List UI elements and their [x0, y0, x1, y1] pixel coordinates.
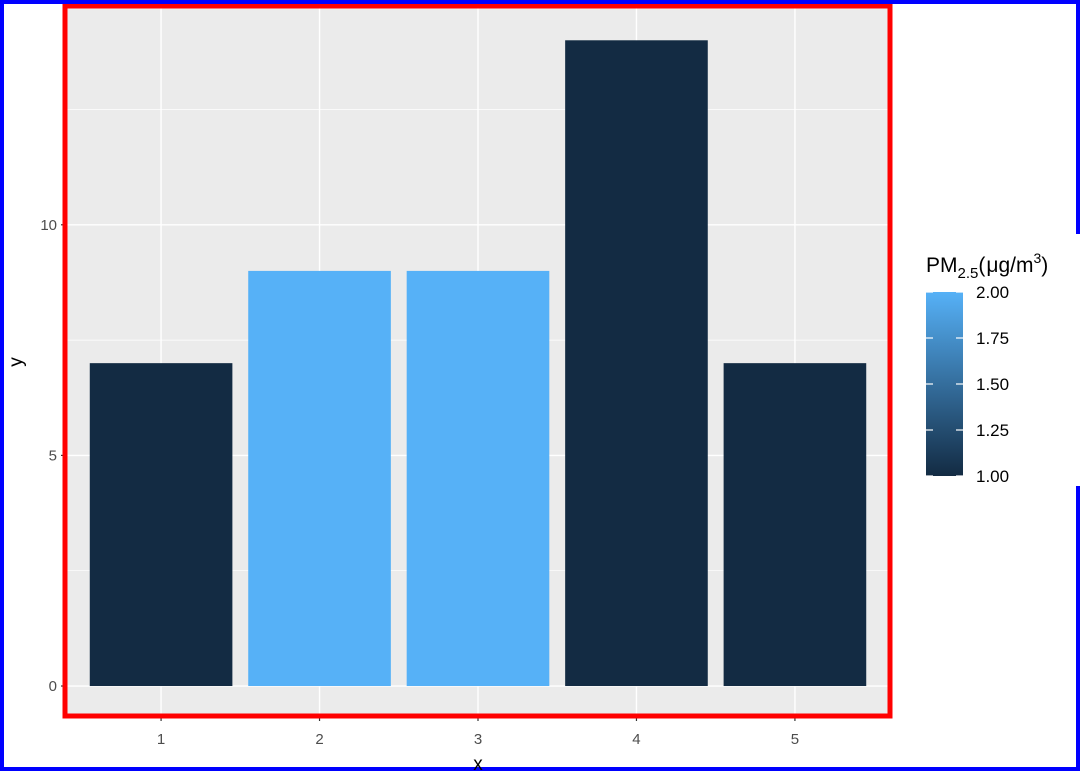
bar-3	[406, 270, 550, 687]
bar-4	[565, 40, 708, 687]
x-tick-label: 3	[474, 731, 482, 748]
legend-title-subscript: 2.5	[958, 265, 979, 282]
y-tick-label: 0	[49, 678, 57, 695]
legend-title-m: m	[1016, 254, 1034, 277]
panel-highlight-border	[62, 4, 893, 719]
legend-ticks: 2.00 1.75 1.50 1.25 1.00	[926, 283, 1009, 486]
legend-title-paren-open: (	[978, 254, 985, 277]
y-axis-title: y	[6, 357, 27, 367]
bars	[89, 40, 867, 687]
legend-title: PM2.5(μg/m3)	[926, 250, 1048, 282]
bar-2	[248, 270, 391, 687]
bar-5	[723, 363, 867, 687]
x-tick-label: 4	[632, 731, 640, 748]
legend-tick-label: 1.00	[976, 467, 1009, 486]
legend-title-slash: /	[1010, 254, 1016, 277]
y-tick-label: 5	[49, 447, 57, 464]
legend-tick-label: 1.25	[976, 421, 1009, 440]
legend-tick-label: 2.00	[976, 283, 1009, 302]
legend-tick-label: 1.75	[976, 329, 1009, 348]
x-axis: 1 2 3 4 5	[157, 716, 799, 748]
legend-title-main: PM	[926, 254, 958, 277]
x-axis-title: x	[473, 754, 483, 775]
x-tick-label: 5	[791, 731, 799, 748]
legend-tick-label: 1.50	[976, 375, 1009, 394]
legend-title-superscript: 3	[1033, 250, 1041, 266]
bar-1	[89, 363, 233, 687]
y-axis: 0 5 10	[40, 217, 66, 695]
x-tick-label: 1	[157, 731, 165, 748]
legend-title-unit: μg	[986, 254, 1010, 277]
color-legend: PM2.5(μg/m3) 2.00 1.75 1.50 1.25 1.00	[910, 234, 1080, 486]
y-tick-label: 10	[40, 217, 57, 234]
x-tick-label: 2	[315, 731, 323, 748]
legend-title-paren-close: )	[1041, 254, 1048, 277]
